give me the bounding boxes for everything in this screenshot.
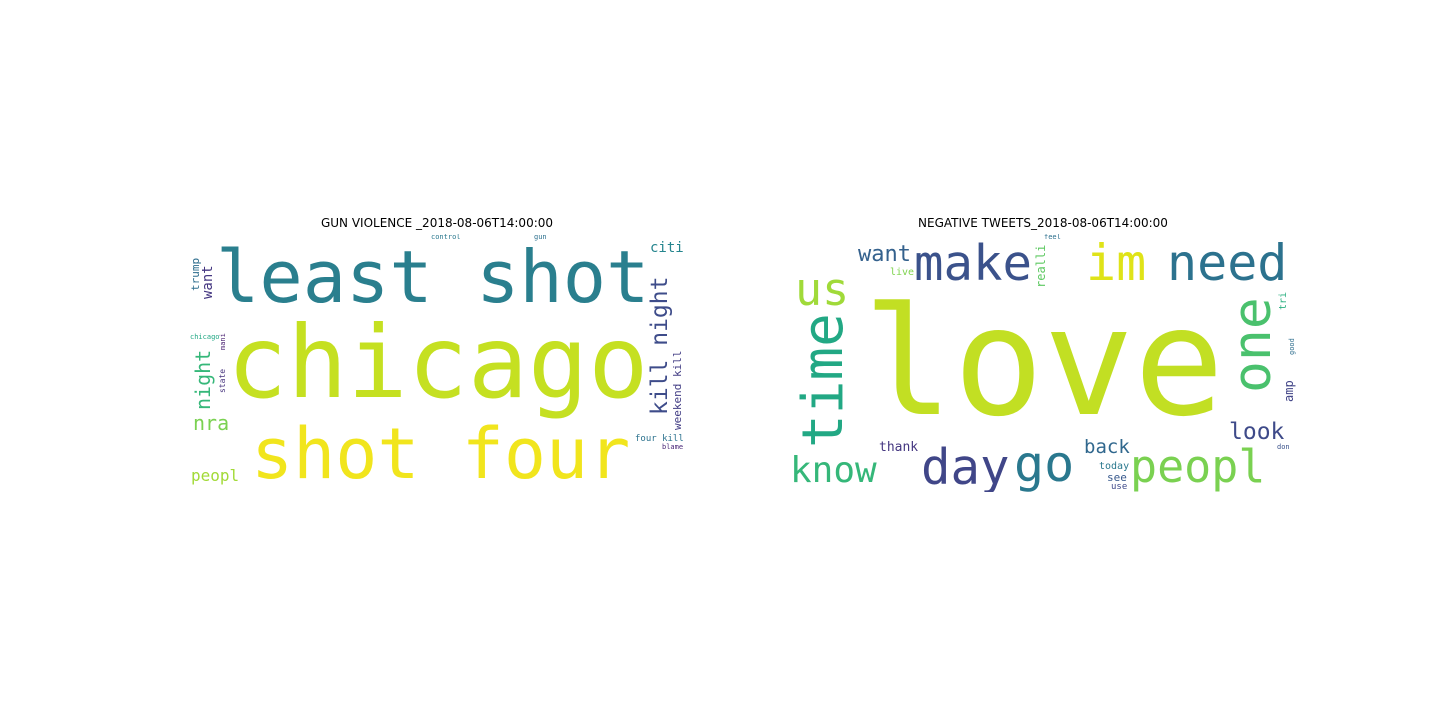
- word-blame: blame: [662, 443, 684, 451]
- word-least-shot: least shot: [216, 235, 650, 319]
- word-amp: amp: [1282, 380, 1296, 402]
- word-peopl: peopl: [191, 466, 240, 485]
- word-today: today: [1099, 461, 1130, 472]
- word-know: know: [790, 450, 877, 491]
- word-im: im: [1086, 234, 1147, 292]
- negative-tweets-title: NEGATIVE TWEETS_2018-08-06T14:00:00: [918, 216, 1168, 230]
- word-use: use: [1111, 482, 1128, 492]
- word-feel: feel: [1044, 234, 1061, 241]
- word-back: back: [1084, 436, 1130, 458]
- word-live: live: [890, 267, 915, 278]
- word-night: night: [191, 349, 215, 410]
- word-thank: thank: [879, 440, 919, 455]
- word-us: us: [795, 263, 850, 316]
- gun-violence-panel: GUN VIOLENCE _2018-08-06T14:00:00 chicag…: [190, 210, 684, 500]
- word-day: day: [921, 439, 1010, 492]
- word-see: see: [1107, 471, 1127, 484]
- word-weekend-kill: weekend kill: [671, 350, 684, 430]
- word-want: want: [200, 265, 216, 299]
- word-go: go: [1014, 435, 1075, 492]
- word-good: good: [1288, 338, 1296, 355]
- word-want: want: [858, 242, 911, 267]
- word-trump: trump: [190, 257, 202, 291]
- word-make: make: [914, 235, 1033, 292]
- word-citi: citi: [650, 240, 684, 256]
- word-time: time: [791, 313, 856, 448]
- word-look: look: [1229, 419, 1285, 445]
- negative-tweets-panel: NEGATIVE TWEETS_2018-08-06T14:00:00 love…: [790, 210, 1296, 500]
- word-gun: gun: [534, 234, 547, 241]
- word-love: love: [863, 276, 1225, 450]
- word-chicago: chicago: [227, 304, 649, 421]
- word-tri: tri: [1278, 291, 1289, 310]
- word-state: state: [218, 368, 227, 393]
- word-control: control: [431, 234, 461, 241]
- word-peopl: peopl: [1130, 440, 1266, 492]
- word-don: don: [1277, 443, 1290, 451]
- word-chicago: chicago: [190, 333, 220, 341]
- word-four-kill: four kill: [635, 434, 684, 444]
- word-mani: mani: [219, 333, 227, 350]
- word-one: one: [1222, 297, 1283, 393]
- gun-violence-word-cloud: chicago least shot shot four kill night four…: [190, 234, 684, 492]
- word-realli: realli: [1034, 244, 1048, 288]
- negative-tweets-word-cloud: love go im one make day peopl need time us know loo…: [790, 234, 1296, 492]
- word-need: need: [1167, 234, 1288, 292]
- gun-violence-title: GUN VIOLENCE _2018-08-06T14:00:00: [320, 216, 554, 230]
- word-kill-night: kill night: [647, 276, 673, 415]
- word-nra: nra: [193, 411, 230, 435]
- word-shot-four: shot four: [251, 413, 631, 492]
